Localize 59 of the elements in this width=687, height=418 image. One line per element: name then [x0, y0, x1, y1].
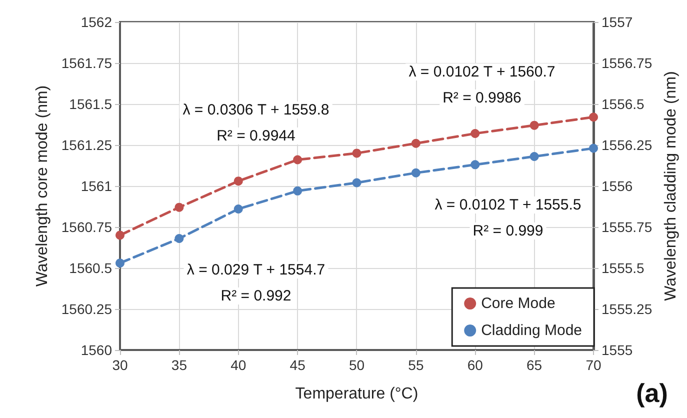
point	[470, 160, 480, 170]
point	[234, 204, 243, 214]
x-tick-label: 30	[112, 357, 128, 373]
y2-tick-label: 1555.25	[601, 301, 652, 317]
x-tick-label: 50	[348, 357, 365, 373]
y-tick-label: 1562	[80, 14, 112, 30]
x-tick-label: 40	[230, 357, 246, 373]
annotation: λ = 0.029 T + 1554.7	[186, 262, 326, 278]
point	[470, 129, 480, 138]
point	[589, 112, 598, 122]
point	[293, 186, 302, 196]
legend-label: Cladding Mode	[481, 322, 582, 339]
legend-label: Core Mode	[481, 295, 556, 312]
point	[411, 168, 420, 178]
y2-tick-label: 1556.5	[601, 96, 645, 112]
x-tick-label: 60	[467, 357, 484, 373]
point	[530, 120, 539, 130]
y2-tick-label: 1555.5	[601, 260, 645, 276]
annotation: λ = 0.0306 T + 1559.8	[182, 102, 330, 118]
annotation: R² = 0.992	[220, 288, 292, 304]
point	[174, 202, 184, 212]
y-axis-title: Wavelength core mode (nm)	[34, 85, 51, 287]
y2-tick-label: 1555	[601, 342, 633, 358]
y-tick-label: 1560.5	[69, 260, 112, 276]
point	[352, 148, 362, 158]
x-tick-label: 35	[171, 357, 188, 373]
y-tick-label: 1561.25	[61, 137, 112, 153]
annotation: λ = 0.0102 T + 1555.5	[434, 196, 582, 214]
annotation: R² = 0.9986	[442, 90, 522, 106]
point	[530, 152, 539, 161]
x-tick-label: 55	[408, 357, 424, 373]
point	[352, 178, 362, 188]
x-tick-label: 45	[290, 357, 306, 373]
y2-tick-label: 1555.75	[601, 219, 652, 235]
annotation: R² = 0.999	[472, 222, 544, 240]
point	[411, 138, 420, 148]
y2-tick-label: 1556	[601, 178, 633, 194]
y2-tick-label: 1556.25	[601, 137, 652, 153]
y2-tick-label: 1556.75	[601, 55, 652, 71]
y-tick-label: 1560	[80, 342, 112, 358]
x-axis-title: Temperature (°C)	[295, 386, 418, 402]
point	[174, 234, 184, 243]
y2-axis-title: Wavelength cladding mode (nm)	[662, 71, 680, 301]
text: (a)	[636, 378, 668, 408]
point	[234, 176, 243, 186]
y-tick-label: 1560.25	[61, 301, 112, 317]
x-tick-label: 65	[526, 357, 542, 373]
annotation: λ = 0.0102 T + 1560.7	[408, 64, 556, 80]
point	[589, 144, 598, 153]
y-tick-label: 1561.5	[69, 96, 112, 112]
y2-tick-label: 1557	[601, 14, 633, 30]
point	[293, 155, 302, 164]
y-tick-label: 1561.75	[61, 55, 112, 71]
point	[116, 230, 124, 240]
point	[116, 258, 124, 268]
y-tick-label: 1561	[80, 178, 112, 194]
x-tick-label: 70	[586, 357, 602, 373]
y-tick-label: 1560.75	[61, 219, 112, 235]
annotation: R² = 0.9944	[216, 128, 296, 144]
